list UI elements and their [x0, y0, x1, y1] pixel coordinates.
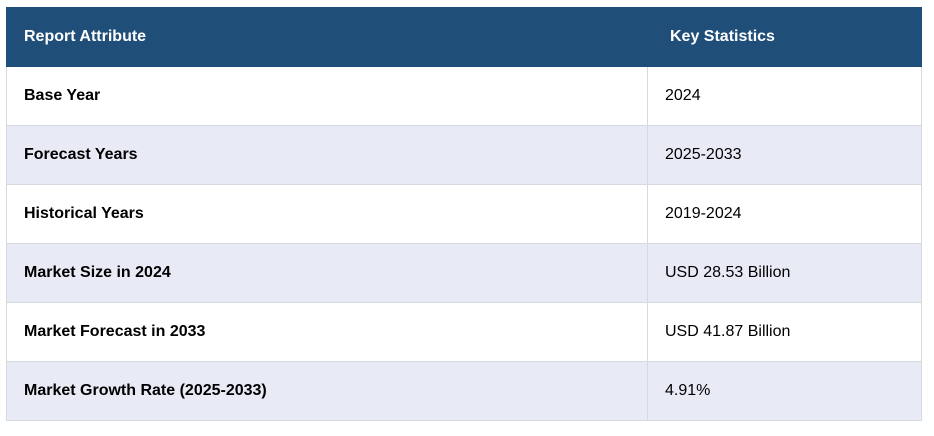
header-key-statistics: Key Statistics [647, 7, 922, 67]
row-value: USD 28.53 Billion [647, 243, 922, 303]
header-report-attribute: Report Attribute [6, 7, 648, 67]
row-attribute: Market Forecast in 2033 [6, 302, 648, 362]
row-attribute: Forecast Years [6, 125, 648, 185]
row-value: 2019-2024 [647, 184, 922, 244]
row-attribute: Market Size in 2024 [6, 243, 648, 303]
table-header-row: Report Attribute Key Statistics [6, 7, 922, 67]
table-row: Base Year 2024 [6, 66, 922, 126]
table-row: Market Growth Rate (2025-2033) 4.91% [6, 361, 922, 421]
row-value: 4.91% [647, 361, 922, 421]
report-table-container: Report Attribute Key Statistics Base Yea… [6, 7, 922, 421]
row-attribute: Base Year [6, 66, 648, 126]
row-value: 2024 [647, 66, 922, 126]
row-attribute: Historical Years [6, 184, 648, 244]
row-value: 2025-2033 [647, 125, 922, 185]
table-row: Market Forecast in 2033 USD 41.87 Billio… [6, 302, 922, 362]
table-row: Forecast Years 2025-2033 [6, 125, 922, 185]
report-table: Report Attribute Key Statistics Base Yea… [6, 7, 922, 421]
table-row: Historical Years 2019-2024 [6, 184, 922, 244]
row-attribute: Market Growth Rate (2025-2033) [6, 361, 648, 421]
row-value: USD 41.87 Billion [647, 302, 922, 362]
table-row: Market Size in 2024 USD 28.53 Billion [6, 243, 922, 303]
